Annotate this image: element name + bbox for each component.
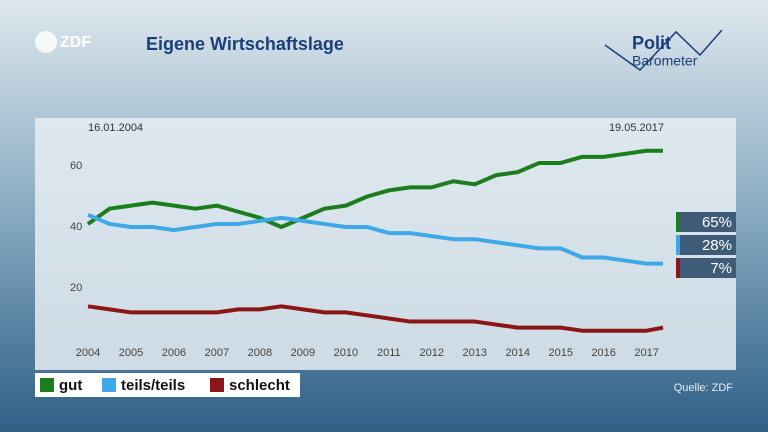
x-tick-label: 2011 (377, 347, 401, 359)
legend (35, 373, 300, 397)
legend-label: schlecht (229, 377, 290, 394)
legend-swatch (102, 378, 116, 392)
x-tick-label: 2016 (591, 347, 615, 359)
legend-label: gut (59, 377, 82, 394)
x-tick-label: 2006 (162, 347, 186, 359)
annotation: 19.05.2017 (609, 122, 664, 134)
x-tick-label: 2014 (506, 347, 530, 359)
x-tick-label: 2015 (548, 347, 572, 359)
y-tick-label: 20 (70, 282, 82, 294)
logo: ZDF (60, 34, 91, 51)
series-line (87, 212, 663, 266)
end-label: 65% (702, 214, 732, 231)
end-box (676, 235, 736, 255)
x-tick-label: 2012 (420, 347, 444, 359)
legend-swatch (40, 378, 54, 392)
x-tick-label: 2008 (248, 347, 272, 359)
y-tick-label: 40 (70, 221, 82, 233)
source: Quelle: ZDF (674, 382, 734, 394)
x-tick-label: 2009 (291, 347, 315, 359)
x-tick-label: 2005 (119, 347, 143, 359)
legend-swatch (210, 378, 224, 392)
plot-panel (35, 118, 736, 370)
end-label: 7% (710, 260, 732, 277)
end-box (676, 258, 736, 278)
annotation: 16.01.2004 (88, 122, 143, 134)
legend-label: teils/teils (121, 377, 185, 394)
x-tick-label: 2007 (205, 347, 229, 359)
logo-mark (35, 31, 57, 53)
x-tick-label: 2004 (76, 347, 100, 359)
chart-title: Eigene Wirtschaftslage (146, 34, 344, 54)
series-line (86, 148, 663, 229)
x-tick-label: 2010 (334, 347, 358, 359)
brand: Polit (632, 33, 671, 53)
end-box-stripe (676, 235, 680, 255)
series-line (87, 304, 664, 333)
x-tick-label: 2013 (463, 347, 487, 359)
end-label: 28% (702, 237, 732, 254)
brand: Barometer (632, 53, 698, 69)
brand-mark (604, 29, 723, 71)
end-box-stripe (676, 212, 680, 232)
y-tick-label: 60 (70, 160, 82, 172)
x-tick-label: 2017 (634, 347, 658, 359)
end-box-stripe (676, 258, 680, 278)
end-box (676, 212, 736, 232)
